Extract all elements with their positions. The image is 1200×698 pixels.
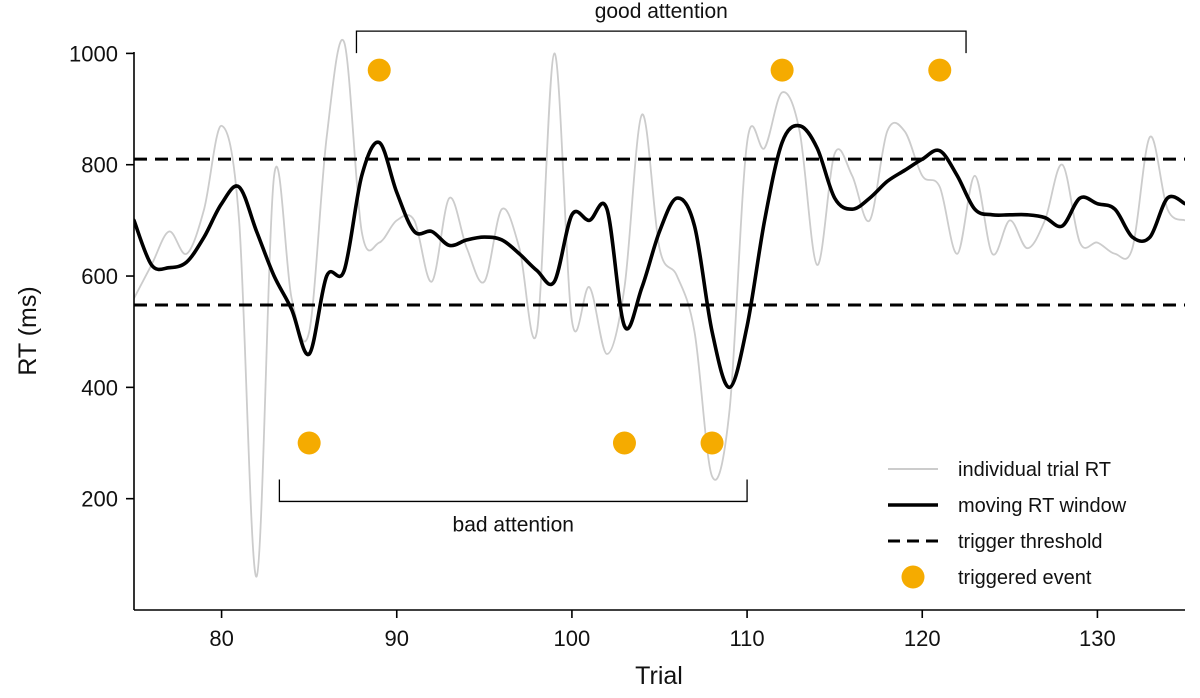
- triggered-event-dot: [700, 431, 724, 455]
- y-tick-label: 200: [81, 487, 118, 512]
- event-layer: [297, 58, 952, 455]
- legend-swatch-event: [901, 565, 925, 589]
- series-layer: [134, 39, 1185, 578]
- y-tick-label: 400: [81, 375, 118, 400]
- bad-attention-bracket: [278, 479, 748, 503]
- legend-label: moving RT window: [958, 495, 1127, 517]
- y-tick-label: 600: [81, 264, 118, 289]
- triggered-event-dot: [928, 58, 952, 82]
- good-attention-bracket: [355, 30, 967, 54]
- moving-rt-line: [134, 123, 1185, 390]
- y-tick-label: 1000: [69, 41, 118, 66]
- triggered-event-dot: [770, 58, 794, 82]
- triggered-event-dot: [367, 58, 391, 82]
- y-axis-title: RT (ms): [14, 286, 42, 375]
- bad-attention-label: bad attention: [453, 513, 574, 536]
- x-tick-label: 80: [209, 626, 233, 651]
- x-ticks: 80 90 100 110 120 130: [209, 610, 1116, 651]
- plot-area: [134, 39, 1185, 578]
- y-ticks: 200 400 600 800 1000: [69, 41, 134, 512]
- x-axis-title: Trial: [635, 662, 683, 690]
- legend-label: individual trial RT: [958, 459, 1111, 481]
- x-tick-label: 130: [1079, 626, 1116, 651]
- x-tick-label: 110: [730, 626, 765, 651]
- triggered-event-dot: [297, 431, 321, 455]
- x-tick-label: 90: [385, 626, 409, 651]
- threshold-layer: [134, 157, 1185, 307]
- x-tick-label: 120: [904, 626, 941, 651]
- legend-label: trigger threshold: [958, 531, 1103, 553]
- triggered-event-dot: [612, 431, 636, 455]
- axes: 80 90 100 110 120 130 200 400 600 800 1000: [69, 41, 1185, 651]
- legend-label: triggered event: [958, 567, 1092, 589]
- legend: individual trial RT moving RT window trigg…: [888, 459, 1127, 589]
- y-tick-label: 800: [81, 153, 118, 178]
- x-tick-label: 100: [554, 626, 591, 651]
- good-attention-label: good attention: [595, 0, 728, 23]
- annotation-layer: good attention bad attention: [278, 0, 967, 536]
